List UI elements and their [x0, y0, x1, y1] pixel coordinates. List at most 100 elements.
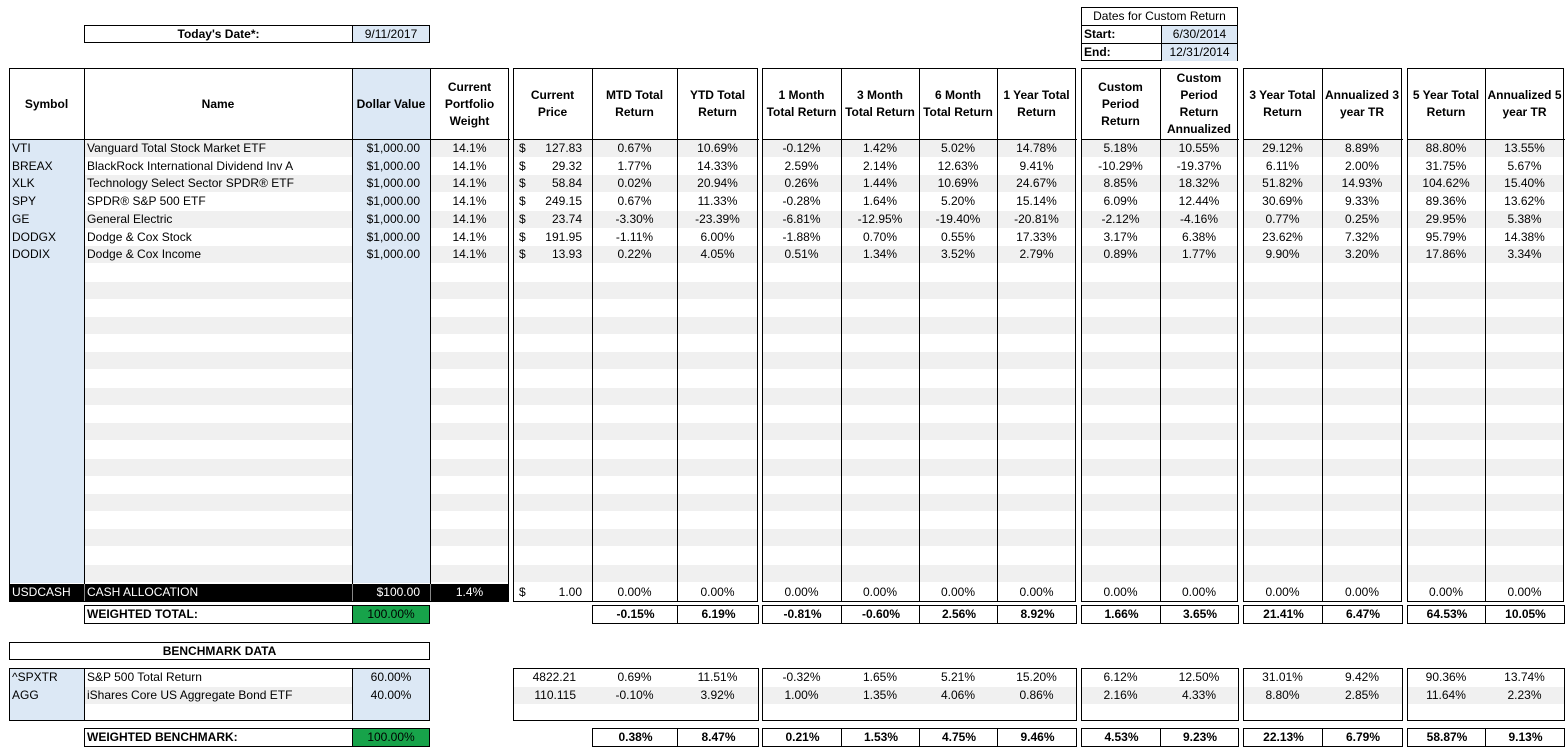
m6-cell: 12.63%: [937, 158, 979, 173]
row-band: [84, 387, 352, 405]
header-m6: 6 Month Total Return: [923, 88, 993, 119]
benchmark-symbol-cell: ^SPXTR: [12, 670, 58, 684]
name-cell: Dodge & Cox Stock: [87, 229, 192, 244]
row-band: [1081, 210, 1238, 228]
m1-cell: -6.81%: [782, 211, 821, 226]
y1-cell: 15.14%: [1016, 194, 1057, 209]
row-band: [84, 140, 352, 157]
row-band: [513, 352, 758, 370]
weighted-benchmark-custom: 4.53%: [1104, 730, 1139, 744]
benchmark-m3-cell: 1.65%: [862, 670, 898, 684]
weighted-benchmark-y5: 58.87%: [1426, 730, 1468, 744]
ytd-cell: 6.00%: [700, 229, 735, 244]
weighted-benchmark-m6: 4.75%: [941, 730, 977, 744]
header-custom: Custom Period Return: [1098, 79, 1143, 128]
m1-cell: -0.28%: [782, 194, 821, 209]
row-band: [84, 494, 352, 511]
weighted-benchmark-values-box: 22.13% 6.79%: [1243, 728, 1403, 747]
row-band: [84, 423, 352, 441]
weight-cell: 14.1%: [452, 176, 487, 191]
row-band: [1081, 387, 1238, 405]
custom-cell: 5.18%: [1103, 141, 1138, 155]
y3-cell: 29.12%: [1262, 141, 1303, 155]
weighted-benchmark-divider: [841, 729, 842, 746]
row-band: [430, 494, 509, 511]
custom-ann-cell: 12.44%: [1178, 194, 1220, 209]
m6-cell: 0.55%: [940, 229, 976, 244]
y5-cell: 95.79%: [1425, 229, 1467, 244]
row-band: [1081, 564, 1238, 582]
benchmark-y3-cell: 31.01%: [1262, 670, 1303, 684]
custom-ann-cell: -4.16%: [1179, 211, 1219, 226]
row-band: [84, 175, 352, 193]
header-ann3: Annualized 3 year TR: [1324, 88, 1399, 119]
m6-cell: 3.52%: [940, 247, 976, 262]
cash-symbol-cell: USDCASH: [12, 585, 71, 599]
cash-y3-cell: 0.00%: [1265, 585, 1300, 599]
cash-dollar-cell: $100.00: [376, 585, 420, 599]
header-divider: [9, 139, 510, 140]
weighted-total-y5: 64.53%: [1426, 607, 1468, 621]
custom-end-value[interactable]: 12/31/2014: [1162, 44, 1237, 61]
header-divider: [513, 139, 759, 140]
weighted-total-divider: [919, 606, 920, 623]
name-cell: BlackRock International Dividend Inv A: [87, 158, 294, 173]
m1-cell: -0.12%: [782, 141, 821, 155]
row-band: [513, 246, 758, 264]
y3-cell: 30.69%: [1262, 194, 1303, 209]
ytd-cell: 11.33%: [697, 194, 738, 209]
y5-cell: 31.75%: [1425, 158, 1467, 173]
currency-symbol: $: [519, 176, 526, 191]
symbol-cell: VTI: [12, 141, 31, 155]
benchmark-mtd-cell: 0.69%: [617, 670, 652, 684]
weighted-benchmark-m3: 1.53%: [863, 730, 899, 744]
weighted-total-values-box: 1.66% 3.65%: [1081, 605, 1239, 624]
mtd-cell: -1.11%: [615, 229, 654, 244]
column-divider: [1322, 68, 1323, 602]
weighted-benchmark-label-box: WEIGHTED BENCHMARK: 100.00%: [84, 728, 430, 747]
header-y1: 1 Year Total Return: [1003, 88, 1070, 119]
ann5-cell: 5.67%: [1507, 158, 1542, 173]
weighted-total-divider: [352, 606, 353, 623]
ann3-cell: 3.20%: [1344, 247, 1380, 262]
price-cell: 58.84: [551, 176, 582, 191]
weighted-benchmark-values-box: 58.87% 9.13%: [1407, 728, 1565, 747]
y5-cell: 104.62%: [1422, 176, 1470, 191]
ann5-cell: 3.34%: [1507, 247, 1542, 262]
weighted-total-mtd: -0.15%: [616, 607, 655, 621]
weighted-benchmark-m1: 0.21%: [785, 730, 820, 744]
symbol-cell: SPY: [12, 194, 37, 209]
ytd-cell: 10.69%: [697, 141, 738, 155]
y1-cell: 2.79%: [1019, 247, 1054, 262]
benchmark-divider: [352, 668, 353, 721]
y1-cell: -20.81%: [1014, 211, 1059, 226]
price-cell: 29.32: [551, 158, 582, 173]
m1-cell: -1.88%: [782, 229, 821, 244]
cash-custom-cell: 0.00%: [1103, 585, 1138, 599]
column-divider: [841, 68, 842, 602]
benchmark-m1-cell: -0.32%: [782, 670, 821, 684]
custom-cell: -2.12%: [1101, 211, 1140, 226]
header-weight: Current Portfolio Weight: [444, 79, 495, 128]
benchmark-symbol-cell: AGG: [12, 687, 39, 702]
row-band: [1081, 352, 1238, 370]
y5-cell: 29.95%: [1425, 211, 1467, 226]
dollar-column-shade: [352, 69, 430, 583]
name-cell: Dodge & Cox Income: [87, 247, 202, 262]
mtd-cell: 0.02%: [617, 176, 652, 191]
weighted-benchmark-divider: [1322, 729, 1323, 746]
m3-cell: 1.64%: [862, 194, 898, 209]
benchmark-symbol-shade: [10, 669, 84, 720]
todays-date-value[interactable]: 9/11/2017: [353, 26, 429, 42]
y1-cell: 17.33%: [1016, 229, 1057, 244]
ytd-cell: -23.39%: [695, 211, 740, 226]
custom-returns-box: [1081, 68, 1238, 602]
custom-ann-cell: 6.38%: [1181, 229, 1217, 244]
benchmark-title: BENCHMARK DATA: [162, 644, 277, 658]
custom-start-value[interactable]: 6/30/2014: [1162, 26, 1237, 43]
ann5-cell: 5.38%: [1507, 211, 1542, 226]
symbol-cell: DODIX: [12, 247, 51, 262]
price-cell: 13.93: [551, 247, 582, 262]
price-returns-box: [513, 68, 758, 602]
currency-symbol: $: [519, 141, 526, 155]
